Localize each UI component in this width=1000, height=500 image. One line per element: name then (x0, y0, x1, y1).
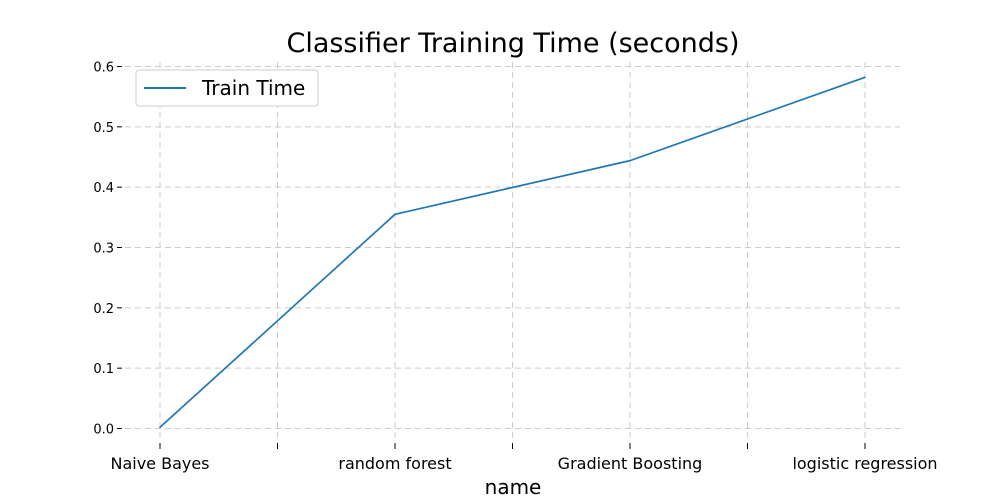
data-point (394, 213, 396, 216)
series-layer (159, 76, 866, 429)
grid (125, 62, 900, 442)
y-tick-label: 0.1 (93, 362, 114, 377)
data-point (864, 76, 866, 79)
y-tick-label: 0.5 (93, 121, 114, 136)
legend: Train Time (135, 69, 319, 107)
data-point (159, 426, 161, 429)
x-tick-label: Naive Bayes (110, 454, 209, 473)
legend-label-train-time: Train Time (201, 76, 305, 100)
y-tick-label: 0.6 (93, 61, 114, 76)
data-point (629, 159, 631, 162)
y-axis: 0.0 0.1 0.2 0.3 0.4 0.5 0.6 (93, 61, 122, 438)
x-tick-label: Gradient Boosting (558, 454, 703, 473)
series-line-train-time (159, 76, 866, 428)
x-tick-label: random forest (338, 454, 451, 473)
chart-title: Classifier Training Time (seconds) (286, 28, 739, 59)
x-axis-label: name (485, 475, 542, 499)
x-axis: Naive Bayes random forest Gradient Boostin… (110, 443, 938, 473)
y-tick-label: 0.4 (93, 181, 114, 196)
x-tick-label: logistic regression (792, 454, 937, 473)
y-tick-label: 0.3 (93, 242, 114, 257)
y-tick-label: 0.0 (93, 423, 114, 438)
y-tick-label: 0.2 (93, 302, 114, 317)
legend-box (135, 69, 319, 107)
